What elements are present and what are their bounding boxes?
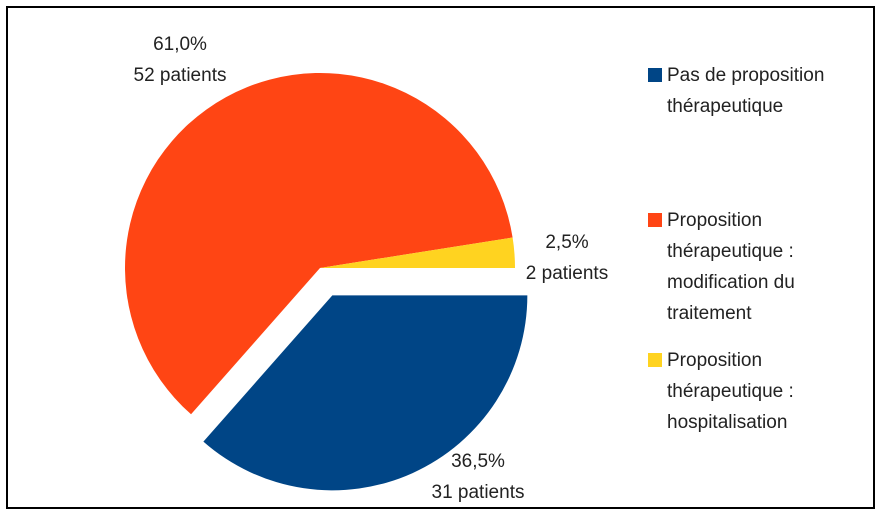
count-label: 2 patients [526, 263, 608, 284]
count-label: 31 patients [432, 482, 525, 503]
data-label: 61,0% [153, 34, 207, 55]
legend-label: Proposition thérapeutique : hospitalisat… [667, 350, 794, 433]
chart-frame [6, 6, 875, 509]
legend-entry: Pas de proposition thérapeutique [648, 60, 838, 122]
legend-entry: Proposition thérapeutique : hospitalisat… [648, 345, 838, 438]
legend-label: Pas de proposition thérapeutique [667, 65, 825, 117]
legend-swatch [648, 68, 662, 82]
legend-swatch [648, 213, 662, 227]
data-label: 2,5% [545, 232, 588, 253]
legend-label: Proposition thérapeutique : modification… [667, 210, 795, 324]
pie-slice [203, 295, 528, 491]
pie-slice [125, 73, 513, 415]
count-label: 52 patients [134, 65, 227, 86]
pie-slice [320, 237, 516, 268]
data-label: 36,5% [451, 451, 505, 472]
legend-entry: Proposition thérapeutique : modification… [648, 205, 838, 329]
legend-swatch [648, 353, 662, 367]
